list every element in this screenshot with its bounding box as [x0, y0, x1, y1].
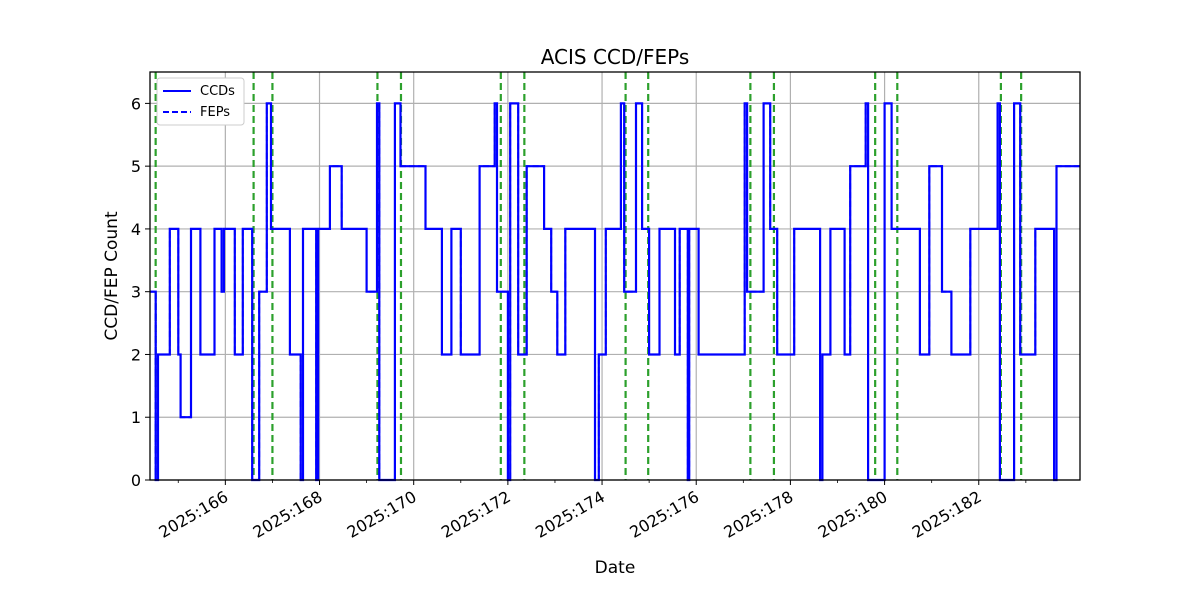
y-tick-label: 2	[131, 345, 141, 364]
legend: CCDs FEPs	[156, 77, 245, 126]
y-axis: 0 1 2 3 4 5 6	[131, 94, 150, 490]
y-tick-label: 5	[131, 157, 141, 176]
x-axis-title: Date	[595, 558, 636, 578]
y-tick-label: 6	[131, 94, 141, 113]
legend-label-feps: FEPs	[200, 105, 230, 120]
y-tick-label: 1	[131, 408, 141, 427]
y-tick-label: 3	[131, 283, 141, 302]
y-tick-label: 4	[131, 220, 141, 239]
plot-frame	[149, 71, 1081, 481]
legend-box	[156, 77, 245, 126]
series-line-feps	[150, 102, 1080, 481]
y-axis-title: CCD/FEP Count	[102, 211, 122, 341]
chart-title: ACIS CCD/FEPs	[541, 45, 690, 69]
legend-label-ccds: CCDs	[200, 84, 235, 99]
y-tick-label: 0	[131, 471, 141, 490]
